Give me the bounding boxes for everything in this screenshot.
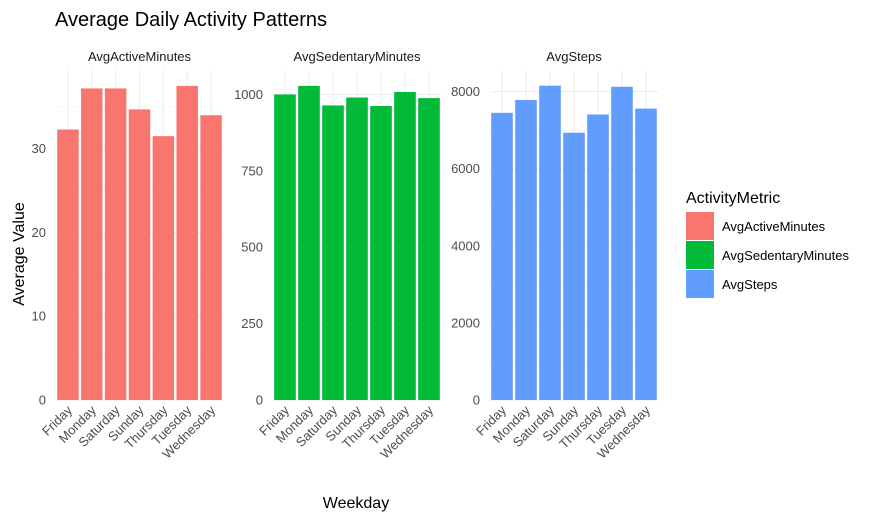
bar-wednesday (635, 108, 657, 400)
bar-tuesday (176, 85, 198, 401)
bar-saturday (322, 105, 344, 400)
panel-1: AvgSedentaryMinutes02505007501000FridayM… (234, 49, 441, 462)
bar-saturday (539, 85, 561, 400)
legend-key-sedentary-minutes (686, 241, 714, 269)
y-tick-label: 10 (32, 309, 46, 324)
panel-0: AvgActiveMinutes0102030FridayMondaySatur… (32, 49, 223, 462)
y-tick-label: 250 (241, 316, 263, 331)
x-axis-title: Weekday (323, 495, 389, 512)
y-tick-label: 30 (32, 141, 46, 156)
bar-wednesday (418, 98, 440, 400)
legend-title: ActivityMetric (686, 190, 780, 207)
legend-key-steps (686, 270, 714, 298)
legend-label-sedentary-minutes: AvgSedentaryMinutes (722, 248, 849, 263)
bar-wednesday (200, 115, 222, 400)
chart-title: Average Daily Activity Patterns (55, 9, 327, 31)
facet-panels: AvgActiveMinutes0102030FridayMondaySatur… (32, 49, 658, 462)
y-tick-label: 20 (32, 225, 46, 240)
y-tick-label: 750 (241, 163, 263, 178)
bar-tuesday (611, 86, 633, 400)
y-tick-label: 8000 (451, 84, 480, 99)
panel-strip-title: AvgSedentaryMinutes (294, 49, 421, 64)
panel-strip-title: AvgActiveMinutes (88, 49, 192, 64)
panel-2: AvgSteps02000400060008000FridayMondaySat… (451, 49, 658, 462)
bar-friday (57, 129, 79, 400)
bar-saturday (104, 88, 127, 401)
bar-monday (81, 88, 103, 401)
y-tick-label: 0 (473, 393, 480, 408)
bar-friday (274, 94, 296, 400)
y-tick-label: 4000 (451, 238, 480, 253)
y-axis-title: Average Value (11, 202, 28, 306)
bar-sunday (128, 109, 151, 400)
y-tick-label: 0 (256, 393, 263, 408)
y-tick-label: 1000 (234, 87, 263, 102)
bar-thursday (152, 136, 175, 400)
bar-friday (491, 112, 513, 401)
legend-key-active-minutes (686, 212, 714, 240)
y-tick-label: 0 (39, 393, 46, 408)
legend-label-steps: AvgSteps (722, 277, 778, 292)
bar-tuesday (394, 92, 416, 400)
bar-sunday (346, 97, 368, 400)
legend-label-active-minutes: AvgActiveMinutes (722, 219, 826, 234)
bar-thursday (587, 114, 609, 401)
panel-strip-title: AvgSteps (546, 49, 602, 64)
bar-sunday (563, 132, 585, 400)
bar-thursday (370, 106, 392, 401)
y-tick-label: 500 (241, 240, 263, 255)
bar-monday (515, 100, 537, 400)
bar-monday (298, 85, 320, 400)
legend: ActivityMetric AvgActiveMinutes AvgSeden… (686, 190, 849, 298)
y-tick-label: 2000 (451, 315, 480, 330)
y-tick-label: 6000 (451, 161, 480, 176)
